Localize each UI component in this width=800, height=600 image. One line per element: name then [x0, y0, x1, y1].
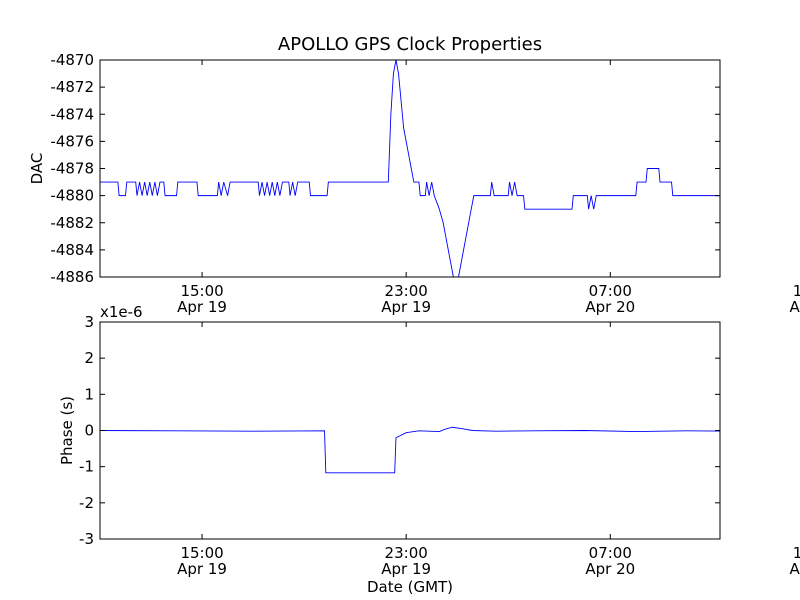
x-tick-time: 15:00 — [180, 544, 223, 562]
y-tick-label: -4882 — [50, 214, 94, 232]
x-tick-date: Apr 20 — [585, 298, 635, 316]
y-tick-label: 1 — [84, 385, 94, 403]
x-tick-time: 07:00 — [589, 544, 632, 562]
x-tick-date: Apr 20 — [789, 560, 800, 578]
plot-frame — [99, 59, 721, 278]
x-tick-time: 23:00 — [385, 282, 428, 300]
x-tick-date: Apr 20 — [585, 560, 635, 578]
y-tick-label: -4876 — [50, 132, 94, 150]
x-tick-date: Apr 19 — [381, 298, 431, 316]
series-line-dac — [100, 59, 720, 278]
series-line-phase — [100, 426, 720, 474]
dac-panel: -4870 -4872 -4874 -4876 -4878 -4880 -4882 -4884… — [28, 34, 800, 316]
x-tick-date: Apr 19 — [381, 560, 431, 578]
y-tick-label: -4872 — [50, 78, 94, 96]
x-tick-date: Apr 19 — [177, 560, 227, 578]
y-axis-label: Phase (s) — [58, 396, 76, 465]
x-tick-date: Apr 19 — [177, 298, 227, 316]
y-axis-label: DAC — [28, 153, 46, 185]
y-tick-label: -4886 — [50, 268, 94, 286]
x-tick-time: 23:00 — [385, 544, 428, 562]
x-tick-time: 15:00 — [793, 282, 800, 300]
x-tick-time: 15:00 — [180, 282, 223, 300]
x-tick-time: 07:00 — [589, 282, 632, 300]
y-tick-label: 0 — [84, 422, 94, 440]
y-tick-label: -2 — [79, 494, 94, 512]
x-tick-time: 15:00 — [793, 544, 800, 562]
y-tick-label: -1 — [79, 458, 94, 476]
y-tick-label: -4874 — [50, 105, 94, 123]
x-axis-label: Date (GMT) — [367, 578, 453, 596]
y-scale-offset-label: x1e-6 — [100, 303, 143, 321]
y-tick-label: 2 — [84, 349, 94, 367]
y-tick-label: 3 — [84, 313, 94, 331]
chart-title: APOLLO GPS Clock Properties — [278, 34, 542, 55]
y-tick-label: -4878 — [50, 160, 94, 178]
y-tick-label: -4884 — [50, 241, 94, 259]
y-tick-label: -4870 — [50, 51, 94, 69]
y-tick-label: -4880 — [50, 187, 94, 205]
x-tick-date: Apr 20 — [789, 298, 800, 316]
y-tick-label: -3 — [79, 530, 94, 548]
